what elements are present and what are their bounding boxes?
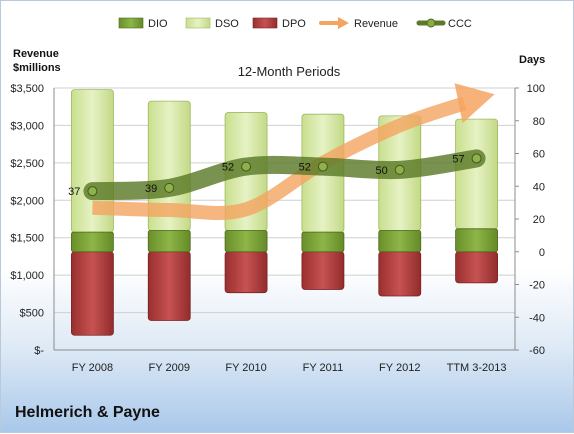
dso-bar [455,118,498,230]
legend-swatch-dso [185,17,211,29]
dpo-bar [455,251,498,284]
right-tick-label: 100 [527,83,545,95]
ccc-marker [471,153,482,164]
dpo-bar [378,251,422,297]
dio-bar [378,230,422,253]
company-name: Helmerich & Payne [15,404,160,421]
left-tick-label: $2,500 [10,158,44,170]
ccc-data-label: 39 [145,183,157,195]
legend-swatch-dio [118,17,144,29]
right-tick-label: 40 [533,181,545,193]
legend: DIO DSO DPO Revenue CCC [118,17,472,30]
left-tick-label: $500 [20,308,44,320]
dpo-bar [147,251,191,321]
right-tick-label: 0 [539,247,545,259]
ccc-data-label: 37 [68,186,80,198]
left-tick-label: $3,500 [10,83,44,95]
x-tick-label: FY 2008 [72,362,113,374]
dio-bar [71,231,114,253]
right-tick-label: 60 [533,149,545,161]
dio-bar [224,230,268,253]
revenue-series [92,83,495,221]
legend-label-dpo: DPO [282,18,306,30]
dio-bar [147,230,191,253]
gridlines [54,87,515,351]
x-tick-label: FY 2010 [225,362,266,374]
legend-label-dso: DSO [215,18,239,30]
left-tick-label: $1,500 [10,233,44,245]
dio-bar [301,231,345,253]
ccc-data-label: 52 [299,162,311,174]
legend-swatch-revenue [319,17,349,29]
ccc-data-label: 52 [222,162,234,174]
revenue-line [92,96,467,221]
ccc-data-label: 57 [452,153,464,165]
left-tick-label: $3,000 [10,120,44,132]
x-tick-label: FY 2012 [379,362,420,374]
left-tick-label: $1,000 [10,270,44,282]
left-axis: $- $500 $1,000 $1,500 $2,000 $2,500 $3,000 $3,5… [10,83,55,357]
legend-label-revenue: Revenue [354,18,398,30]
right-tick-label: -20 [529,280,545,292]
right-axis: -60 -40 -20 0 20 40 60 80 100 [514,83,545,357]
left-tick-label: $2,000 [10,195,44,207]
dio-bar [455,228,498,253]
dpo-bar [224,251,268,294]
right-axis-title: Days [519,54,545,66]
x-axis: FY 2008 FY 2009 FY 2010 FY 2011 FY 2012 TTM 3… [72,362,507,374]
ccc-marker [164,182,175,193]
right-tick-label: -60 [529,345,545,357]
legend-label-dio: DIO [148,18,168,30]
ccc-marker [241,161,252,172]
left-tick-label: $- [34,345,44,357]
left-axis-title-line2: $millions [13,62,61,74]
ccc-marker [87,186,98,197]
legend-label-ccc: CCC [448,18,472,30]
legend-swatch-dpo [252,17,278,29]
dpo-bar [301,251,345,290]
left-axis-title-line1: Revenue [13,48,59,60]
x-tick-label: FY 2011 [303,362,344,374]
ccc-data-label: 50 [376,165,388,177]
x-tick-label: TTM 3-2013 [447,362,507,374]
dpo-bar [71,251,114,336]
right-tick-label: 20 [533,214,545,226]
right-tick-label: 80 [533,116,545,128]
revenue-arrowhead [454,83,495,124]
ccc-marker [394,164,405,175]
chart-title: 12-Month Periods [238,64,341,79]
ccc-series: 37 39 52 52 50 57 [68,149,486,201]
right-tick-label: -40 [529,312,545,324]
legend-swatch-ccc [416,18,446,28]
ccc-line [83,149,486,201]
ccc-marker [317,161,328,172]
x-tick-label: FY 2009 [149,362,190,374]
